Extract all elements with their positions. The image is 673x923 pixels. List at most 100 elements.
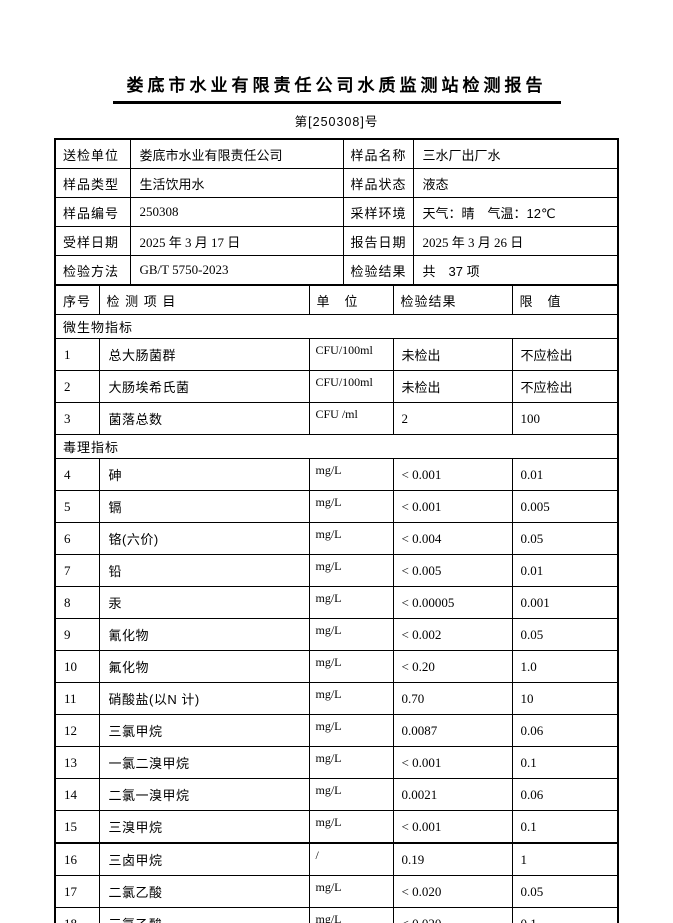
item-limit: 0.05 [511,618,619,651]
info-label-result-count: 检验结果 [342,255,414,286]
item-result: 未检出 [392,370,513,403]
page-title: 娄底市水业有限责任公司水质监测站检测报告 [112,76,561,104]
info-row: 送检单位 娄底市水业有限责任公司 样品名称 三水厂出厂水 [54,138,619,169]
result-row: 1 总大肠菌群 CFU/100ml 未检出 不应检出 [54,338,619,371]
info-label-sample-state: 样品状态 [342,168,414,198]
item-result: < 0.020 [392,907,513,923]
item-result: < 0.020 [392,875,513,908]
item-unit: CFU/100ml [308,370,394,403]
result-row: 9 氰化物 mg/L < 0.002 0.05 [54,618,619,651]
item-result: < 0.001 [392,810,513,844]
info-table: 送检单位 娄底市水业有限责任公司 样品名称 三水厂出厂水 样品类型 生活饮用水 … [54,138,619,286]
item-limit: 0.01 [511,554,619,587]
item-result: 0.0087 [392,714,513,747]
info-value-sample-no: 250308 [129,197,344,227]
info-label-method: 检验方法 [54,255,131,286]
item-unit: mg/L [308,650,394,683]
results-table-body: 微生物指标 1 总大肠菌群 CFU/100ml 未检出 不应检出 2 大肠埃希氏… [54,314,619,923]
results-table-head: 序号 检 测 项 目 单 位 检验结果 限 值 [54,284,619,315]
item-name: 铬(六价) [98,522,310,555]
result-row: 13 一氯二溴甲烷 mg/L < 0.001 0.1 [54,746,619,779]
result-row: 4 砷 mg/L < 0.001 0.01 [54,458,619,491]
result-row: 3 菌落总数 CFU /ml 2 100 [54,402,619,435]
column-header-no: 序号 [54,284,100,315]
item-limit: 0.005 [511,490,619,523]
item-unit: mg/L [308,490,394,523]
item-result: < 0.001 [392,458,513,491]
info-label-sample-no: 样品编号 [54,197,131,227]
item-unit: mg/L [308,458,394,491]
info-value-sender: 娄底市水业有限责任公司 [129,138,344,169]
item-result: < 0.001 [392,746,513,779]
item-number: 7 [54,554,100,587]
result-row: 18 三氯乙酸 mg/L < 0.020 0.1 [54,907,619,923]
item-unit: mg/L [308,682,394,715]
info-label-sender: 送检单位 [54,138,131,169]
item-unit: mg/L [308,746,394,779]
result-row: 11 硝酸盐(以N 计) mg/L 0.70 10 [54,682,619,715]
item-result: < 0.20 [392,650,513,683]
result-row: 15 三溴甲烷 mg/L < 0.001 0.1 [54,810,619,844]
item-result: < 0.001 [392,490,513,523]
item-limit: 不应检出 [511,370,619,403]
info-label-sample-name: 样品名称 [342,138,414,169]
info-label-receive-date: 受样日期 [54,226,131,256]
item-unit: mg/L [308,875,394,908]
item-limit: 不应检出 [511,338,619,371]
info-value-environment: 天气：晴 气温：12℃ [412,197,619,227]
column-header-limit: 限 值 [511,284,619,315]
item-limit: 0.06 [511,714,619,747]
info-value-report-date: 2025 年 3 月 26 日 [412,226,619,256]
item-number: 9 [54,618,100,651]
column-header-result: 检验结果 [392,284,513,315]
item-number: 3 [54,402,100,435]
item-name: 总大肠菌群 [98,338,310,371]
info-label-report-date: 报告日期 [342,226,414,256]
item-result: < 0.005 [392,554,513,587]
report-number: 第[250308]号 [294,115,379,129]
results-table: 序号 检 测 项 目 单 位 检验结果 限 值 微生物指标 1 总大肠菌群 CF… [54,284,619,923]
item-number: 15 [54,810,100,844]
item-limit: 0.1 [511,746,619,779]
info-value-sample-state: 液态 [412,168,619,198]
item-unit: mg/L [308,907,394,923]
item-limit: 10 [511,682,619,715]
result-row: 10 氟化物 mg/L < 0.20 1.0 [54,650,619,683]
item-number: 6 [54,522,100,555]
result-row: 2 大肠埃希氏菌 CFU/100ml 未检出 不应检出 [54,370,619,403]
section-label: 微生物指标 [54,314,619,339]
item-name: 大肠埃希氏菌 [98,370,310,403]
item-unit: mg/L [308,586,394,619]
section-row: 毒理指标 [54,434,619,459]
item-result: 0.19 [392,842,513,876]
title-block: 娄底市水业有限责任公司水质监测站检测报告 [0,0,673,104]
item-name: 砷 [98,458,310,491]
item-limit: 100 [511,402,619,435]
item-number: 2 [54,370,100,403]
item-name: 一氯二溴甲烷 [98,746,310,779]
info-label-sample-type: 样品类型 [54,168,131,198]
item-name: 三氯乙酸 [98,907,310,923]
item-limit: 0.1 [511,907,619,923]
item-limit: 0.06 [511,778,619,811]
result-row: 8 汞 mg/L < 0.00005 0.001 [54,586,619,619]
item-number: 16 [54,842,100,876]
item-unit: CFU/100ml [308,338,394,371]
item-result: 2 [392,402,513,435]
info-value-receive-date: 2025 年 3 月 17 日 [129,226,344,256]
item-limit: 1.0 [511,650,619,683]
item-number: 12 [54,714,100,747]
item-number: 13 [54,746,100,779]
item-limit: 0.01 [511,458,619,491]
result-row: 12 三氯甲烷 mg/L 0.0087 0.06 [54,714,619,747]
item-limit: 0.05 [511,522,619,555]
item-unit: mg/L [308,778,394,811]
info-value-sample-name: 三水厂出厂水 [412,138,619,169]
item-limit: 0.05 [511,875,619,908]
item-name: 氰化物 [98,618,310,651]
item-number: 18 [54,907,100,923]
item-unit: CFU /ml [308,402,394,435]
item-number: 11 [54,682,100,715]
item-limit: 0.1 [511,810,619,844]
item-result: < 0.004 [392,522,513,555]
